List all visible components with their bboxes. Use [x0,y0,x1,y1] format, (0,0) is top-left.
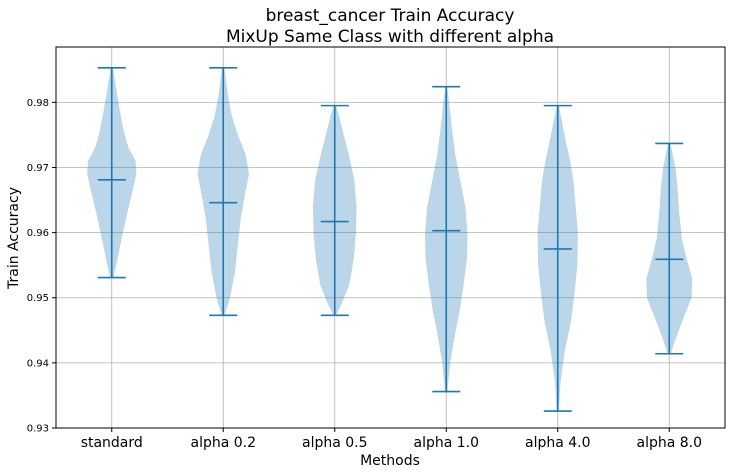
x-tick-label: alpha 0.2 [190,435,256,451]
chart-subtitle: MixUp Same Class with different alpha [226,27,554,47]
x-tick-label: alpha 1.0 [413,435,479,451]
y-axis-label: Train Accuracy [6,187,22,290]
y-tick-label: 0.95 [27,293,49,304]
y-tick-label: 0.93 [27,424,49,435]
plot-frame [55,46,726,429]
x-tick-label: alpha 0.5 [302,435,368,451]
y-tick-label: 0.98 [27,98,49,109]
x-axis-ticks: standard alpha 0.2 alpha 0.5 alpha 1.0 alpha… [81,428,702,451]
y-tick-label: 0.96 [27,228,49,239]
x-axis-label: Methods [360,453,420,469]
x-tick-label: alpha 4.0 [525,435,591,451]
chart-title: breast_cancer Train Accuracy [266,6,515,26]
grid [56,47,725,429]
x-tick-label: alpha 8.0 [636,435,702,451]
y-tick-label: 0.97 [27,163,49,174]
y-axis-ticks: 0.93 0.94 0.95 0.96 0.97 0.98 [27,98,56,435]
y-tick-label: 0.94 [27,358,49,369]
violins [87,67,693,412]
x-tick-label: standard [81,435,143,451]
